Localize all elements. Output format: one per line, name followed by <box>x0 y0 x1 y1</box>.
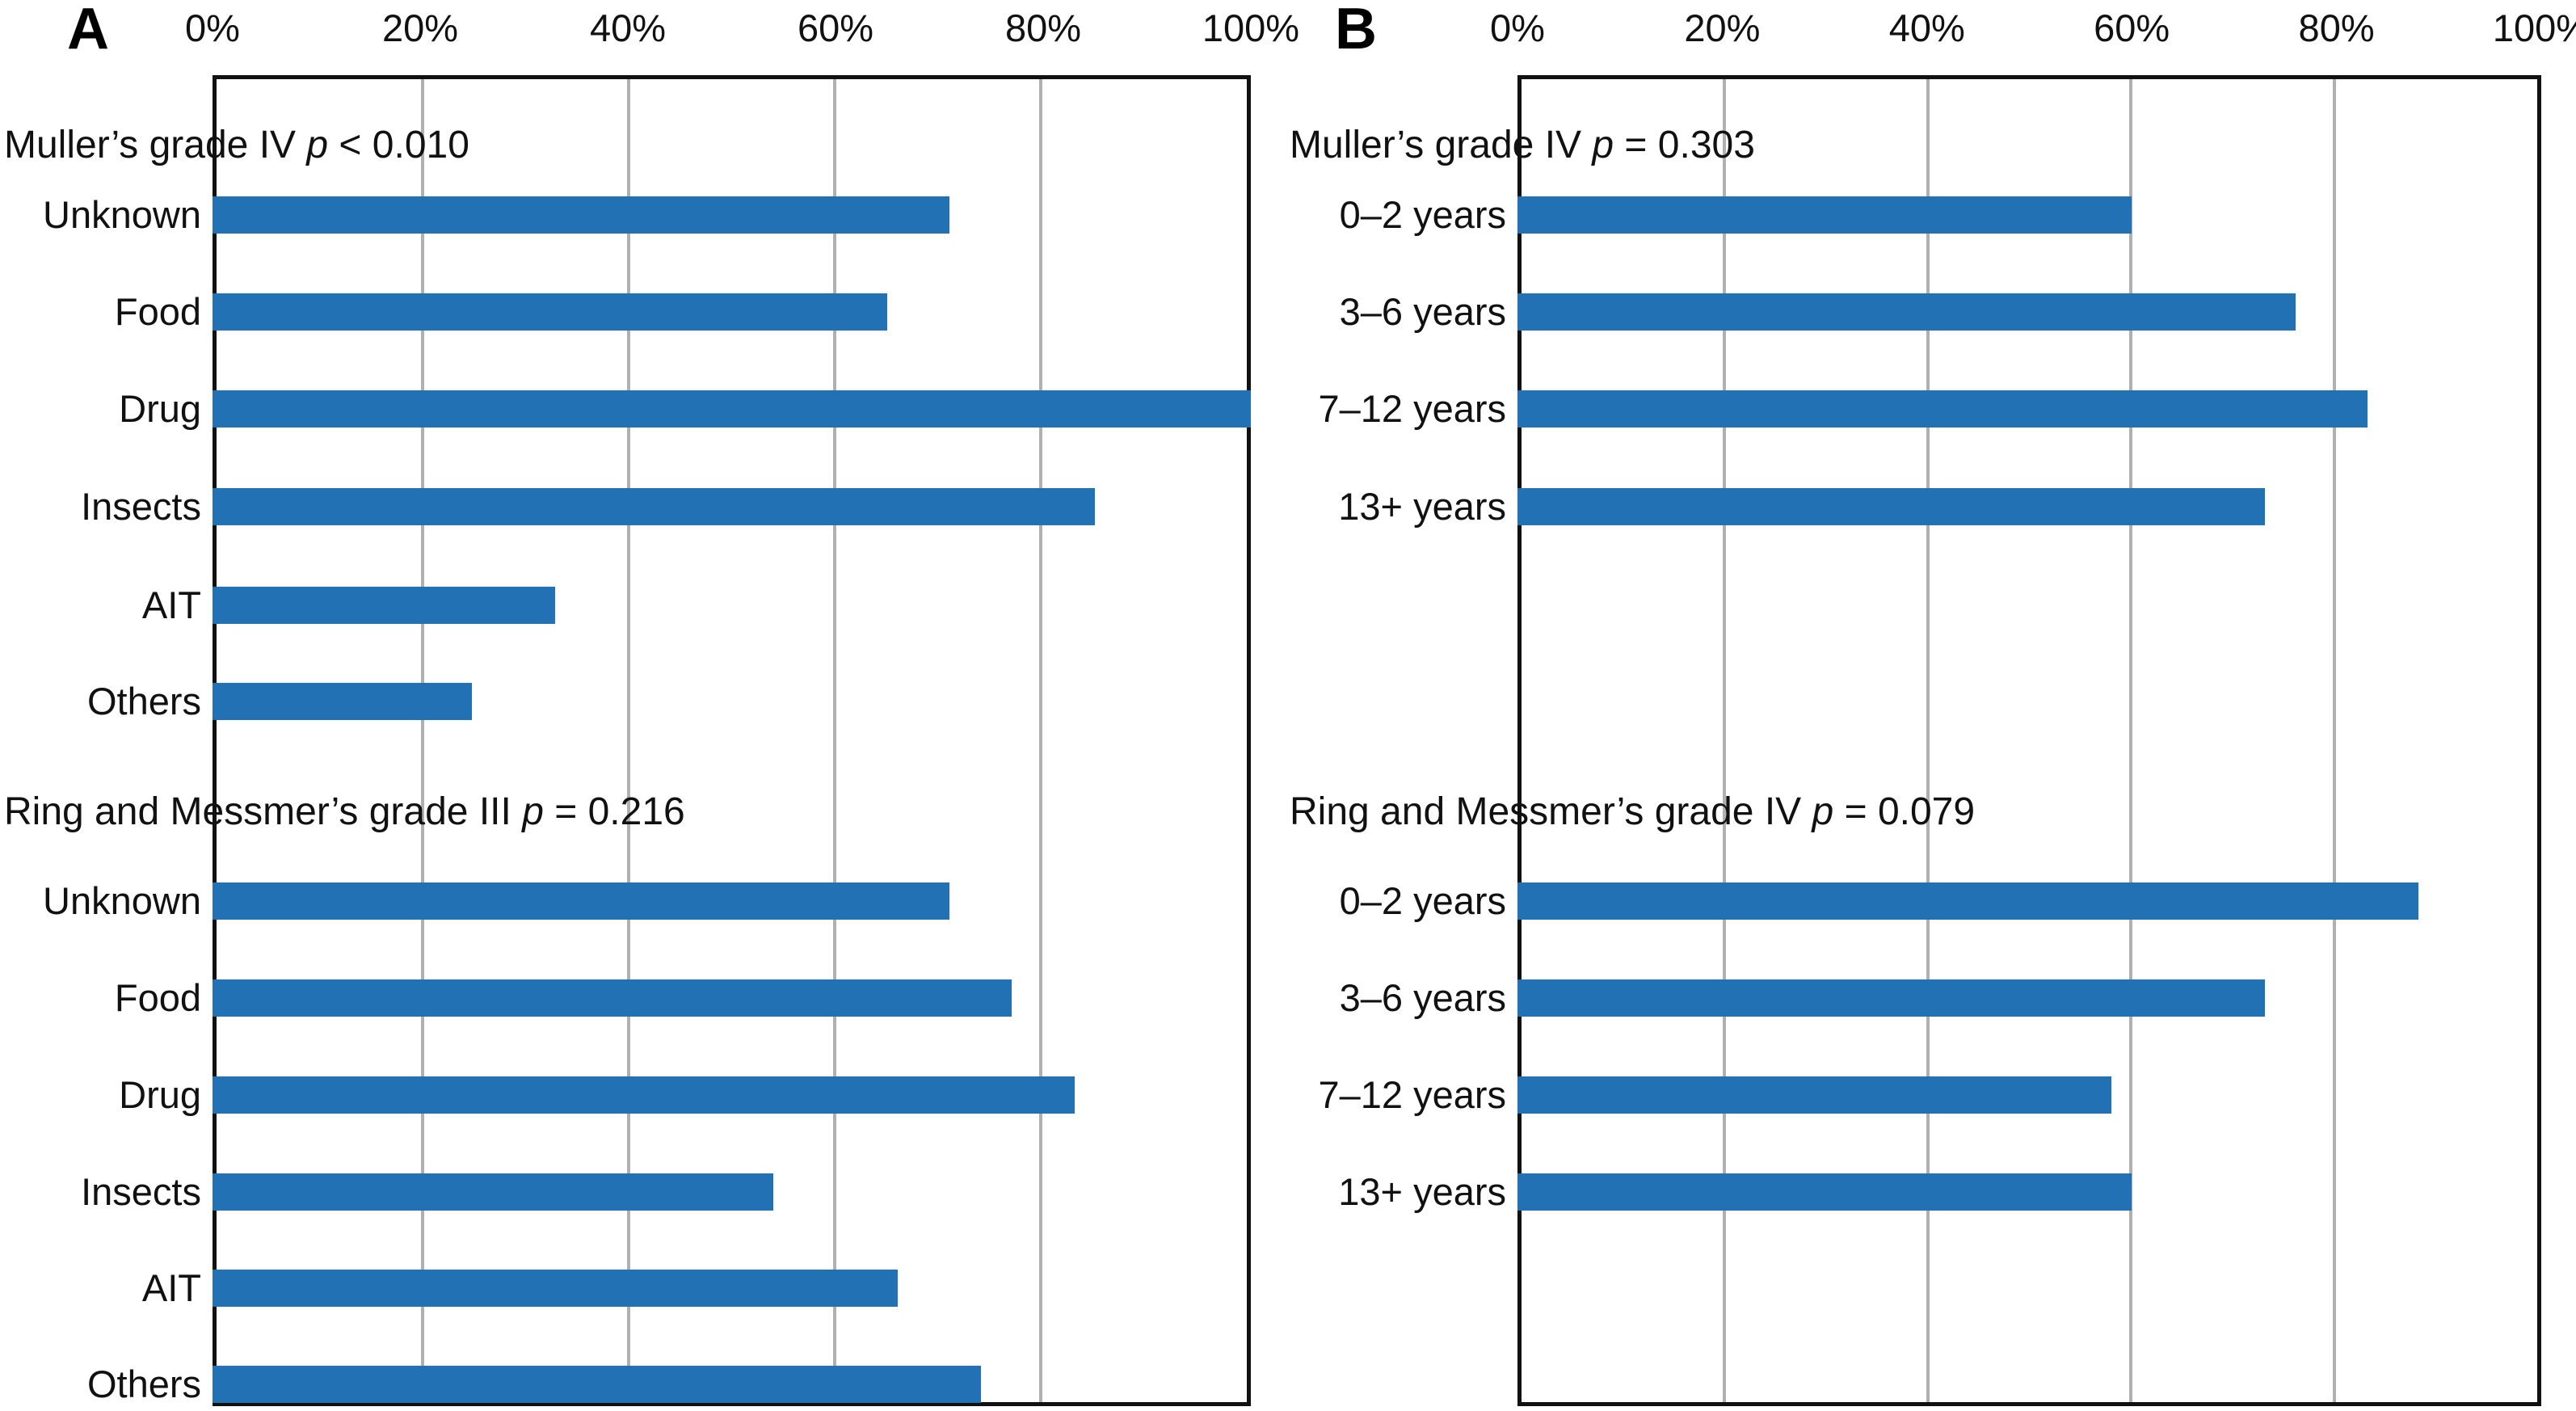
category-label: Food <box>114 976 201 1019</box>
p-symbol: p <box>306 124 329 166</box>
bar <box>1517 488 2265 525</box>
category-label: 13+ years <box>1338 1170 1506 1213</box>
category-label: 7–12 years <box>1318 387 1506 430</box>
axis-tick-label: 80% <box>2298 6 2375 49</box>
category-label: 13+ years <box>1338 485 1506 528</box>
gridline <box>421 79 424 1402</box>
axis-tick-label: 40% <box>589 6 667 49</box>
bar <box>213 1173 773 1211</box>
category-label: AIT <box>141 1266 201 1309</box>
category-label: Drug <box>119 1073 201 1116</box>
axis-tick-label: 80% <box>1004 6 1082 49</box>
bar <box>1517 293 2296 331</box>
bar <box>213 882 950 920</box>
group-title-text: Ring and Messmer’s grade IV <box>1290 790 1812 833</box>
category-label: Others <box>86 1363 201 1405</box>
bar <box>1517 882 2418 920</box>
category-label: Drug <box>119 387 201 430</box>
p-value: = 0.303 <box>1614 124 1755 166</box>
axis-tick-label: 60% <box>797 6 874 49</box>
group-title: Ring and Messmer’s grade IV p = 0.079 <box>1290 788 1975 836</box>
gridline <box>1926 79 1930 1402</box>
bar <box>1517 1173 2132 1211</box>
category-label: Unknown <box>43 879 201 922</box>
axis-tick-label: 0% <box>185 6 240 49</box>
bar <box>213 1076 1075 1114</box>
bar <box>213 587 556 624</box>
p-value: = 0.216 <box>543 790 685 833</box>
category-label: Insects <box>81 1170 201 1213</box>
axis-tick-label: 100% <box>2492 6 2576 49</box>
group-title-text: Ring and Messmer’s grade III <box>4 790 523 833</box>
p-symbol: p <box>1812 790 1834 833</box>
axis-tick-label: 0% <box>1490 6 1545 49</box>
axis-tick-label: 20% <box>1684 6 1761 49</box>
bar <box>213 293 888 331</box>
axis-tick-label: 20% <box>381 6 459 49</box>
bar <box>213 979 1012 1017</box>
p-symbol: p <box>522 790 544 833</box>
gridline <box>1039 79 1042 1402</box>
bar <box>213 390 1251 428</box>
panel-a-label: A <box>67 0 109 61</box>
category-label: AIT <box>141 583 201 626</box>
group-title-text: Muller’s grade IV <box>4 124 307 166</box>
group-title-text: Muller’s grade IV <box>1290 124 1593 166</box>
group-title: Ring and Messmer’s grade III p = 0.216 <box>4 788 685 836</box>
category-label: Others <box>86 680 201 722</box>
bar <box>1517 390 2368 428</box>
bar <box>213 488 1096 525</box>
category-label: 0–2 years <box>1339 193 1506 236</box>
category-label: 3–6 years <box>1339 290 1506 333</box>
p-symbol: p <box>1592 124 1614 166</box>
bar <box>213 1270 899 1307</box>
axis-tick-label: 40% <box>1888 6 1965 49</box>
category-label: Insects <box>81 485 201 528</box>
bar <box>213 683 473 720</box>
group-title: Muller’s grade IV p < 0.010 <box>4 121 469 170</box>
category-label: Unknown <box>43 193 201 236</box>
bar <box>1517 979 2265 1017</box>
bar <box>1517 1076 2111 1114</box>
gridline <box>2332 79 2336 1402</box>
group-title: Muller’s grade IV p = 0.303 <box>1290 121 1755 170</box>
category-label: 3–6 years <box>1339 976 1506 1019</box>
category-label: 0–2 years <box>1339 879 1506 922</box>
axis-tick-label: 100% <box>1202 6 1300 49</box>
bar <box>213 196 950 234</box>
p-value: = 0.079 <box>1833 790 1976 833</box>
category-label: 7–12 years <box>1318 1073 1506 1116</box>
gridline <box>627 79 630 1402</box>
bar <box>1517 196 2132 234</box>
gridline <box>833 79 836 1402</box>
gridline <box>2129 79 2133 1402</box>
bar <box>213 1366 981 1403</box>
axis-tick-label: 60% <box>2094 6 2170 49</box>
p-value: < 0.010 <box>328 124 469 166</box>
category-label: Food <box>114 290 201 333</box>
gridline <box>1723 79 1727 1402</box>
panel-b-label: B <box>1335 0 1377 61</box>
